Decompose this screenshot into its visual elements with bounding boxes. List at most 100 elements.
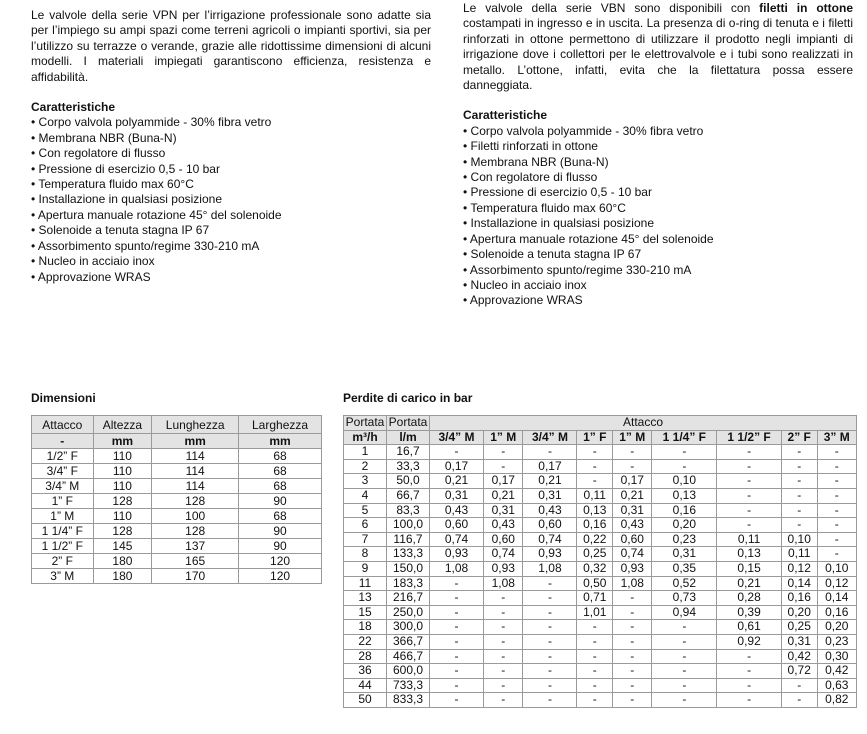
table-cell: 0,11: [576, 487, 614, 504]
table-row: 2” F 180 165 120: [31, 553, 322, 569]
table-cell: 0,74: [428, 531, 485, 548]
table-cell: 1,08: [428, 560, 485, 577]
table-cell: 466,7: [386, 648, 430, 665]
table-cell: -: [522, 604, 578, 621]
table-cell: 68: [238, 508, 322, 524]
table-cell: 2: [343, 458, 387, 475]
table-cell: -: [576, 619, 614, 635]
table-cell: 0,20: [651, 517, 718, 533]
table-cell: -: [576, 473, 614, 489]
vbn-description: Le valvole della serie VBN sono disponib…: [463, 1, 853, 309]
table-cell: 0,39: [716, 604, 782, 621]
table-cell: 90: [238, 493, 322, 509]
table-cell: 0,23: [816, 633, 857, 650]
feature-item: Con regolatore di flusso: [31, 146, 431, 161]
table-cell: 128: [151, 523, 240, 539]
table-cell: 250,0: [386, 604, 430, 621]
table-cell: -: [522, 663, 578, 679]
feature-item: Pressione di esercizio 0,5 - 10 bar: [463, 185, 853, 200]
table-cell: 0,17: [483, 473, 524, 489]
table-cell: 0,60: [612, 531, 653, 548]
table-cell: 0,21: [428, 473, 485, 489]
vbn-intro-text-2: costampati in ingresso e in uscita. La p…: [463, 16, 853, 93]
table-cell: -: [428, 590, 485, 606]
table-cell: -: [816, 517, 857, 533]
table-cell: 1,08: [522, 560, 578, 577]
unit-cell: l/m: [386, 429, 430, 446]
table-cell: 16,7: [386, 444, 430, 460]
table-cell: -: [780, 677, 818, 694]
vbn-intro-text: Le valvole della serie VBN sono disponib…: [463, 1, 760, 15]
table-cell: -: [576, 663, 614, 679]
column-header: 3” M: [816, 429, 857, 446]
table-cell: -: [651, 458, 718, 475]
table-cell: 5: [343, 502, 387, 519]
table-cell: 0,74: [483, 546, 524, 562]
table-cell: 137: [151, 538, 240, 554]
feature-item: Installazione in qualsiasi posizione: [463, 216, 853, 231]
table-cell: 0,93: [612, 560, 653, 577]
table-cell: 180: [92, 553, 153, 569]
table-cell: 0,30: [816, 648, 857, 665]
table-cell: -: [816, 531, 857, 548]
table-cell: -: [612, 590, 653, 606]
table-row: 3” M 180 170 120: [31, 568, 322, 584]
table-cell: -: [428, 663, 485, 679]
table-cell: -: [428, 633, 485, 650]
dimensions-units-row: - mm mm mm: [31, 433, 322, 449]
table-cell: -: [651, 648, 718, 665]
table-cell: 3/4” M: [31, 478, 94, 494]
table-cell: -: [780, 692, 818, 708]
table-row: 1” M 110 100 68: [31, 508, 322, 524]
table-cell: -: [816, 546, 857, 562]
table-cell: 0,13: [716, 546, 782, 562]
column-header: Lunghezza: [151, 415, 240, 434]
table-cell: 833,3: [386, 692, 430, 708]
table-cell: -: [716, 458, 782, 475]
feature-item: Temperatura fluido max 60°C: [31, 177, 431, 192]
table-cell: -: [612, 619, 653, 635]
vpn-intro: Le valvole della serie VPN per l’irrigaz…: [31, 8, 431, 84]
table-cell: 4: [343, 487, 387, 504]
table-cell: -: [522, 619, 578, 635]
feature-item: Assorbimento spunto/regime 330-210 mA: [31, 239, 431, 254]
table-cell: 128: [92, 493, 153, 509]
table-cell: 110: [92, 463, 153, 479]
unit-cell: mm: [151, 433, 240, 449]
table-cell: 0,11: [716, 531, 782, 548]
column-header: 1” M: [612, 429, 653, 446]
unit-cell: mm: [92, 433, 153, 449]
table-cell: 0,16: [780, 590, 818, 606]
group-header: Attacco: [429, 415, 857, 431]
table-row: 3/4” M 110 114 68: [31, 478, 322, 494]
table-cell: 3/4” F: [31, 463, 94, 479]
feature-item: Con regolatore di flusso: [463, 170, 853, 185]
table-cell: -: [651, 633, 718, 650]
table-cell: -: [522, 633, 578, 650]
table-cell: 0,11: [780, 546, 818, 562]
unit-cell: m³/h: [343, 429, 387, 446]
table-cell: 0,31: [612, 502, 653, 519]
feature-item: Nucleo in acciaio inox: [31, 254, 431, 269]
table-cell: 0,17: [612, 473, 653, 489]
table-cell: -: [780, 458, 818, 475]
table-cell: 18: [343, 619, 387, 635]
table-cell: -: [716, 487, 782, 504]
table-cell: 0,43: [522, 502, 578, 519]
pressure-loss-table: Portata Portata Attacco m³/h l/m 3/4” M 1” M 3/…: [343, 415, 857, 708]
table-cell: 0,21: [483, 487, 524, 504]
table-cell: 0,17: [428, 458, 485, 475]
feature-item: Pressione di esercizio 0,5 - 10 bar: [31, 162, 431, 177]
table-cell: 68: [238, 463, 322, 479]
table-cell: -: [576, 458, 614, 475]
feature-item: Approvazione WRAS: [31, 270, 431, 285]
table-cell: 0,25: [780, 619, 818, 635]
table-cell: -: [428, 692, 485, 708]
column-header: 1 1/4” F: [651, 429, 718, 446]
table-cell: 110: [92, 508, 153, 524]
table-cell: -: [522, 692, 578, 708]
table-cell: 0,16: [816, 604, 857, 621]
table-cell: 3: [343, 473, 387, 489]
table-cell: -: [816, 487, 857, 504]
feature-item: Membrana NBR (Buna-N): [31, 131, 431, 146]
